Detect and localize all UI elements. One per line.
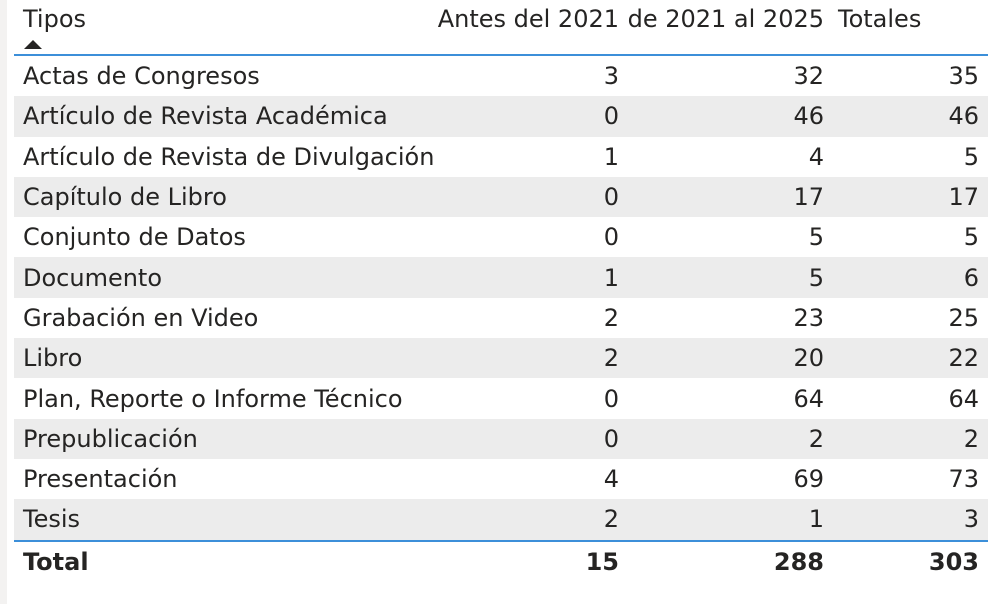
cell-tipo: Grabación en Video [23, 303, 259, 332]
cell-antes-del-2021: 2 [603, 303, 619, 332]
cell-totales: 25 [948, 303, 979, 332]
table-row[interactable]: Grabación en Video 2 23 25 [14, 297, 988, 339]
table-body: Actas de Congresos 3 32 35 Artículo de Revis… [14, 56, 988, 540]
cell-2021-al-2025: 5 [808, 223, 824, 252]
cell-totales: 35 [948, 62, 979, 91]
cell-2021-al-2025: 5 [808, 263, 824, 292]
cell-2021-al-2025: 64 [793, 384, 824, 413]
cell-totales: 46 [948, 102, 979, 131]
column-header-2021-al-2025[interactable]: de 2021 al 2025 [627, 5, 824, 33]
total-antes-del-2021: 15 [585, 547, 619, 576]
cell-antes-del-2021: 0 [603, 384, 619, 413]
cell-totales: 73 [948, 465, 979, 494]
cell-2021-al-2025: 20 [793, 344, 824, 373]
cell-totales: 3 [963, 505, 979, 534]
table-row[interactable]: Presentación 4 69 73 [14, 458, 988, 500]
cell-antes-del-2021: 1 [603, 263, 619, 292]
cell-antes-del-2021: 2 [603, 505, 619, 534]
cell-tipo: Prepublicación [23, 424, 198, 453]
visual-left-edge [0, 0, 7, 604]
table-row[interactable]: Prepublicación 0 2 2 [14, 418, 988, 459]
table-row[interactable]: Actas de Congresos 3 32 35 [14, 56, 988, 97]
table-row[interactable]: Plan, Reporte o Informe Técnico 0 64 64 [14, 378, 988, 419]
column-header-totales[interactable]: Totales [838, 5, 922, 33]
total-row: Total 15 288 303 [14, 539, 988, 582]
cell-tipo: Presentación [23, 465, 178, 494]
cell-antes-del-2021: 0 [603, 223, 619, 252]
cell-totales: 2 [963, 424, 979, 453]
cell-antes-del-2021: 0 [603, 102, 619, 131]
table-header: Tipos Antes del 2021 de 2021 al 2025 Tot… [14, 0, 988, 56]
cell-tipo: Conjunto de Datos [23, 223, 246, 252]
cell-2021-al-2025: 4 [808, 142, 824, 171]
table-row[interactable]: Tesis 2 1 3 [14, 499, 988, 540]
cell-totales: 6 [963, 263, 979, 292]
matrix-table: Tipos Antes del 2021 de 2021 al 2025 Tot… [14, 0, 988, 582]
cell-2021-al-2025: 23 [793, 303, 824, 332]
cell-antes-del-2021: 3 [603, 62, 619, 91]
cell-antes-del-2021: 0 [603, 424, 619, 453]
cell-tipo: Documento [23, 263, 163, 292]
cell-tipo: Actas de Congresos [23, 62, 260, 91]
table-row[interactable]: Libro 2 20 22 [14, 338, 988, 379]
cell-totales: 22 [948, 344, 979, 373]
cell-totales: 17 [948, 183, 979, 212]
total-2021-al-2025: 288 [773, 547, 824, 576]
cell-antes-del-2021: 0 [603, 183, 619, 212]
cell-2021-al-2025: 1 [808, 505, 824, 534]
cell-tipo: Artículo de Revista Académica [23, 102, 388, 131]
table-row[interactable]: Documento 1 5 6 [14, 257, 988, 298]
table-row[interactable]: Artículo de Revista Académica 0 46 46 [14, 96, 988, 137]
cell-tipo: Tesis [23, 505, 81, 534]
total-totales: 303 [928, 547, 979, 576]
table-row[interactable]: Artículo de Revista de Divulgación 1 4 5 [14, 136, 988, 177]
cell-tipo: Plan, Reporte o Informe Técnico [23, 384, 403, 413]
sort-ascending-icon[interactable] [24, 40, 42, 49]
cell-tipo: Artículo de Revista de Divulgación [23, 142, 434, 171]
column-header-antes-del-2021[interactable]: Antes del 2021 [437, 5, 619, 33]
cell-totales: 5 [963, 142, 979, 171]
cell-tipo: Libro [23, 344, 83, 373]
cell-2021-al-2025: 17 [793, 183, 824, 212]
table-row[interactable]: Conjunto de Datos 0 5 5 [14, 217, 988, 258]
column-header-tipos[interactable]: Tipos [23, 5, 87, 33]
cell-2021-al-2025: 46 [793, 102, 824, 131]
total-label: Total [23, 547, 89, 576]
cell-tipo: Capítulo de Libro [23, 183, 227, 212]
cell-antes-del-2021: 1 [603, 142, 619, 171]
cell-2021-al-2025: 69 [793, 465, 824, 494]
cell-2021-al-2025: 32 [793, 62, 824, 91]
table-row[interactable]: Capítulo de Libro 0 17 17 [14, 176, 988, 218]
cell-antes-del-2021: 4 [603, 465, 619, 494]
cell-2021-al-2025: 2 [808, 424, 824, 453]
cell-totales: 64 [948, 384, 979, 413]
cell-totales: 5 [963, 223, 979, 252]
cell-antes-del-2021: 2 [603, 344, 619, 373]
